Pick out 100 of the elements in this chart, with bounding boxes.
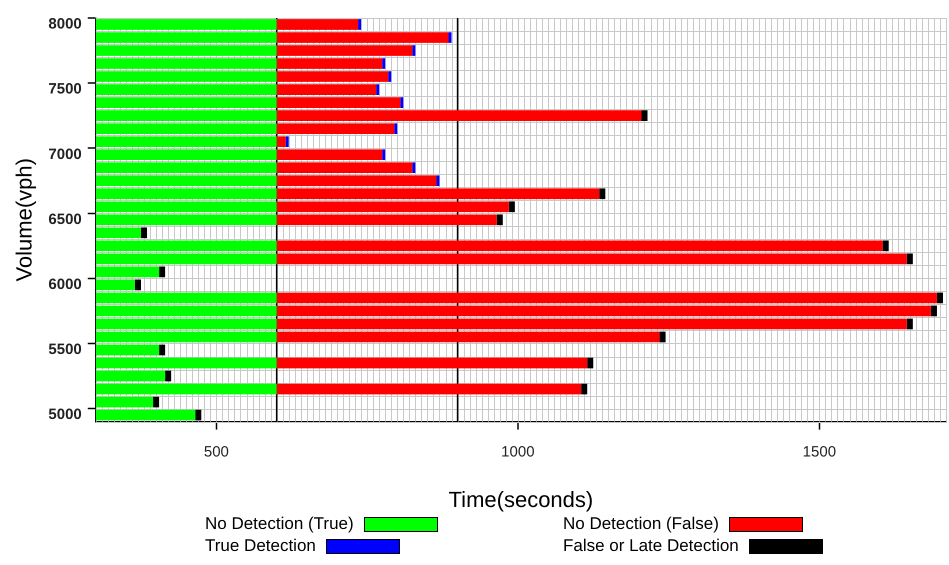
bar	[286, 136, 289, 148]
bar	[96, 266, 160, 278]
y-tick-label: 5500	[48, 341, 82, 358]
bar	[276, 19, 358, 30]
bar	[276, 240, 883, 252]
bar	[394, 123, 398, 134]
legend-label: No Detection (True)	[205, 514, 354, 534]
bar	[276, 97, 400, 108]
bar	[276, 306, 931, 316]
legend-label: No Detection (False)	[563, 514, 719, 534]
bar	[96, 32, 277, 43]
bar	[134, 280, 141, 290]
bar	[276, 292, 937, 304]
bar	[96, 97, 277, 108]
bar	[96, 136, 277, 148]
y-tick-label: 6000	[48, 276, 82, 294]
x-tick-label: 1000	[501, 444, 535, 461]
bar	[412, 45, 416, 56]
bar	[96, 71, 277, 82]
bar	[276, 123, 394, 134]
bar	[96, 175, 277, 186]
bar	[96, 84, 277, 95]
y-tick-label: 7500	[48, 80, 82, 98]
bar	[153, 396, 160, 408]
bar	[276, 58, 382, 69]
y-tick-label: 5000	[48, 406, 82, 424]
bar	[276, 188, 600, 200]
bar	[388, 71, 392, 82]
legend-label: True Detection	[205, 536, 316, 556]
x-tick-label: 500	[204, 444, 229, 461]
bar	[276, 149, 382, 160]
bar	[96, 358, 277, 368]
bar	[96, 332, 277, 342]
bar	[641, 110, 648, 121]
bar	[96, 240, 277, 252]
bar	[140, 227, 148, 238]
bar	[96, 201, 277, 212]
bar	[276, 332, 660, 342]
bar	[96, 227, 141, 238]
bar	[400, 97, 404, 108]
bar	[96, 254, 277, 264]
bar	[96, 162, 277, 174]
bar	[96, 344, 160, 356]
y-tick-label: 6500	[48, 210, 82, 228]
bar	[96, 384, 277, 394]
y-axis-title: Volume(vph)	[11, 158, 36, 282]
bar	[508, 201, 515, 212]
y-tick-label: 7000	[48, 146, 82, 163]
bar	[96, 396, 154, 408]
bar	[436, 175, 440, 186]
bar	[587, 358, 594, 368]
legend-label: False or Late Detection	[563, 536, 739, 556]
bar	[276, 71, 388, 82]
bar	[96, 19, 277, 30]
bar	[358, 19, 362, 30]
bar	[165, 370, 172, 382]
bar	[96, 45, 277, 56]
bar	[906, 254, 913, 264]
bar	[376, 84, 380, 95]
bar	[276, 318, 907, 330]
bar	[96, 280, 135, 290]
bar	[96, 292, 277, 304]
bar	[660, 332, 666, 342]
bar	[96, 188, 277, 200]
bar	[412, 162, 416, 174]
bar	[96, 410, 196, 420]
bar	[276, 384, 582, 394]
bar	[448, 32, 452, 43]
bar	[276, 254, 907, 264]
bar	[159, 344, 166, 356]
x-axis-title: Time(seconds)	[448, 486, 594, 512]
bar	[599, 188, 606, 200]
bar	[276, 201, 509, 212]
bar	[96, 318, 277, 330]
bar	[276, 175, 436, 186]
bar	[276, 162, 412, 174]
bar	[276, 84, 376, 95]
bar	[96, 149, 277, 160]
bar	[96, 370, 166, 382]
x-tick-label: 1500	[802, 444, 836, 461]
bar	[96, 123, 277, 134]
bar	[276, 136, 286, 148]
bar	[496, 214, 503, 226]
bar	[930, 306, 937, 316]
bar	[96, 58, 277, 69]
bar	[96, 110, 277, 121]
bar	[276, 45, 412, 56]
bar	[159, 266, 166, 278]
bar	[96, 306, 277, 316]
bar	[276, 214, 497, 226]
bar	[882, 240, 889, 252]
bar	[581, 384, 588, 394]
bar	[382, 58, 386, 69]
bar	[276, 358, 588, 368]
bar	[96, 214, 277, 226]
bar	[382, 149, 386, 160]
y-tick-label: 8000	[48, 16, 82, 33]
bar	[906, 318, 913, 330]
bar	[276, 110, 642, 121]
bar	[936, 292, 943, 304]
